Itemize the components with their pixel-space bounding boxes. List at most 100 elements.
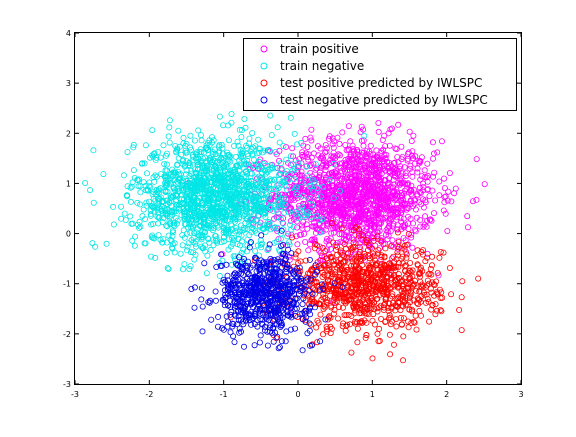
data-point: [164, 177, 171, 184]
data-point: [118, 203, 125, 210]
data-point: [300, 192, 307, 199]
data-point: [185, 217, 192, 224]
data-point: [208, 316, 215, 323]
x-tick-label: -3: [71, 390, 79, 399]
data-point: [183, 167, 190, 174]
data-point: [302, 135, 309, 142]
data-point: [342, 245, 349, 252]
data-point: [386, 169, 393, 176]
data-point: [383, 151, 390, 158]
data-point: [266, 192, 273, 199]
data-point: [223, 228, 230, 235]
data-point: [242, 226, 249, 233]
data-point: [339, 304, 346, 311]
data-point: [127, 198, 134, 205]
data-point: [375, 208, 382, 215]
data-point: [349, 196, 356, 203]
data-point: [185, 224, 192, 231]
data-point: [387, 351, 394, 358]
data-point: [336, 152, 343, 159]
data-point: [322, 141, 329, 148]
data-point: [310, 187, 317, 194]
data-point: [280, 142, 287, 149]
data-point: [150, 153, 157, 160]
data-point: [369, 317, 376, 324]
data-point: [275, 197, 282, 204]
data-point: [208, 216, 215, 223]
data-point: [355, 159, 362, 166]
data-point: [360, 232, 367, 239]
data-point: [401, 262, 408, 269]
data-point: [438, 308, 445, 315]
data-point: [374, 308, 381, 315]
data-point: [387, 321, 394, 328]
data-point: [313, 165, 320, 172]
data-point: [326, 265, 333, 272]
data-point: [374, 154, 381, 161]
data-point: [181, 261, 188, 268]
data-point: [402, 267, 409, 274]
data-point: [398, 189, 405, 196]
data-point: [473, 156, 480, 163]
data-point: [392, 274, 399, 281]
data-point: [228, 111, 235, 118]
data-point: [312, 222, 319, 229]
data-point: [394, 229, 401, 236]
data-point: [120, 172, 127, 179]
data-point: [338, 195, 345, 202]
y-tick-label: 1: [66, 179, 71, 188]
data-point: [440, 207, 447, 214]
data-point: [180, 140, 187, 147]
data-point: [331, 153, 338, 160]
data-point: [323, 299, 330, 306]
data-point: [319, 183, 326, 190]
data-point: [303, 221, 310, 228]
data-point: [261, 209, 268, 216]
data-point: [347, 151, 354, 158]
data-point: [375, 247, 382, 254]
data-point: [304, 153, 311, 160]
data-point: [134, 199, 141, 206]
data-point: [388, 125, 395, 132]
data-point: [251, 342, 258, 349]
data-point: [147, 253, 154, 260]
data-point: [475, 275, 482, 282]
data-point: [89, 240, 96, 247]
data-point: [320, 179, 327, 186]
data-point: [203, 194, 210, 201]
data-point: [323, 323, 330, 330]
data-point: [262, 170, 269, 177]
data-point: [218, 196, 225, 203]
data-point: [252, 206, 259, 213]
data-point: [190, 195, 197, 202]
data-point: [345, 233, 352, 240]
data-point: [351, 293, 358, 300]
data-point: [390, 176, 397, 183]
data-point: [259, 179, 266, 186]
data-point: [197, 132, 204, 139]
data-point: [370, 286, 377, 293]
data-point: [311, 178, 318, 185]
data-point: [222, 173, 229, 180]
data-point: [254, 242, 261, 249]
data-point: [243, 248, 250, 255]
data-point: [421, 213, 428, 220]
data-point: [331, 168, 338, 175]
data-point: [364, 247, 371, 254]
data-point: [341, 231, 348, 238]
data-point: [411, 197, 418, 204]
data-point: [198, 232, 205, 239]
data-point: [349, 258, 356, 265]
data-point: [224, 209, 231, 216]
data-point: [169, 229, 176, 236]
data-point: [314, 317, 321, 324]
data-point: [219, 150, 226, 157]
data-point: [180, 134, 187, 141]
data-point: [423, 223, 430, 230]
data-point: [359, 200, 366, 207]
data-point: [192, 212, 199, 219]
data-point: [255, 136, 262, 143]
data-point: [252, 227, 259, 234]
data-point: [469, 198, 476, 205]
data-point: [295, 215, 302, 222]
